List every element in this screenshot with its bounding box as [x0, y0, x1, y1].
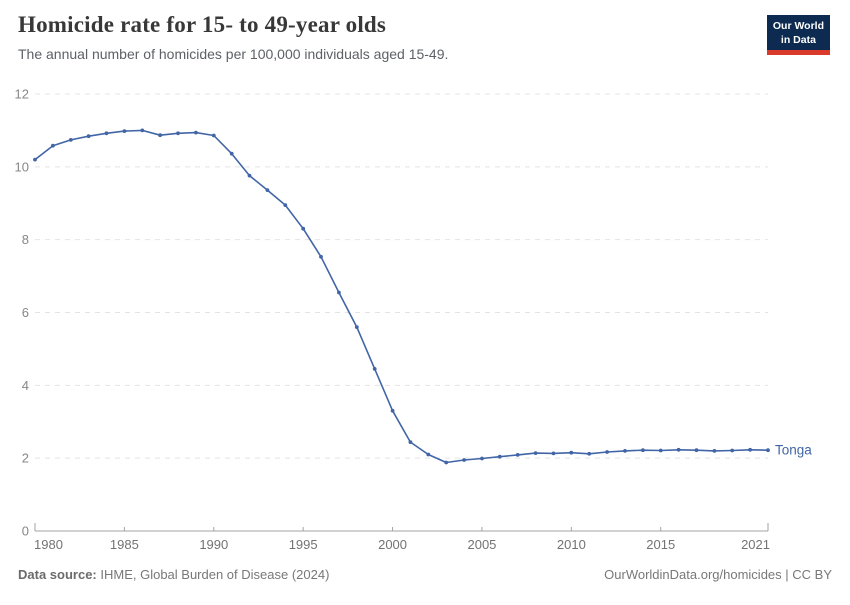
data-point-tonga-2002 — [426, 452, 431, 457]
data-point-tonga-2013 — [623, 449, 627, 453]
data-point-tonga-2005 — [480, 456, 484, 461]
data-point-tonga-2001 — [408, 440, 413, 444]
data-source-note: Data source: IHME, Global Burden of Dise… — [18, 567, 329, 582]
data-point-tonga-1985 — [122, 129, 127, 134]
x-axis-label-2005: 2005 — [467, 537, 496, 552]
x-axis-label-2010: 2010 — [557, 537, 586, 552]
data-point-tonga-2021 — [766, 448, 770, 453]
data-point-tonga-1996 — [319, 254, 323, 259]
data-point-tonga-1990 — [211, 133, 216, 138]
data-point-tonga-2004 — [462, 458, 466, 462]
chart-subtitle: The annual number of homicides per 100,0… — [18, 46, 449, 62]
y-axis-label-2: 2 — [22, 451, 29, 466]
chart-footer: Data source: IHME, Global Burden of Dise… — [18, 567, 832, 582]
data-point-tonga-1989 — [194, 130, 198, 135]
data-point-tonga-1980 — [33, 157, 37, 162]
data-point-tonga-2009 — [551, 451, 556, 456]
data-point-tonga-2006 — [497, 454, 502, 459]
data-point-tonga-2003 — [444, 460, 449, 465]
data-point-tonga-2010 — [569, 450, 574, 455]
data-point-tonga-1988 — [176, 131, 180, 136]
owid-link[interactable]: OurWorldinData.org/homicides | CC BY — [604, 567, 832, 582]
data-point-tonga-1997 — [337, 290, 341, 295]
data-point-tonga-1982 — [68, 138, 73, 142]
data-point-tonga-2015 — [658, 448, 663, 453]
series-label-tonga[interactable]: Tonga — [775, 443, 812, 458]
data-source-label: Data source: — [18, 567, 97, 582]
data-point-tonga-1992 — [247, 173, 252, 178]
data-point-tonga-1999 — [372, 367, 377, 371]
data-point-tonga-2008 — [533, 451, 538, 455]
data-point-tonga-2016 — [676, 447, 681, 452]
owid-logo-line1: Our World — [772, 20, 824, 32]
data-point-tonga-2020 — [748, 447, 752, 452]
data-point-tonga-2018 — [712, 449, 717, 453]
data-point-tonga-1984 — [104, 131, 109, 136]
data-point-tonga-2007 — [515, 453, 520, 457]
data-point-tonga-1987 — [158, 133, 163, 138]
data-point-tonga-1986 — [140, 128, 145, 133]
data-point-tonga-1995 — [301, 226, 306, 231]
y-axis-label-6: 6 — [22, 305, 29, 320]
x-axis-label-1995: 1995 — [289, 537, 318, 552]
chart-header: Homicide rate for 15- to 49-year olds Th… — [18, 12, 758, 62]
owid-logo-line2: in Data — [780, 33, 816, 46]
data-point-tonga-1994 — [283, 203, 288, 208]
page-title: Homicide rate for 15- to 49-year olds — [18, 12, 387, 37]
y-axis-label-0: 0 — [22, 524, 29, 539]
data-source-text: IHME, Global Burden of Disease (2024) — [96, 567, 330, 582]
data-point-tonga-1993 — [265, 188, 270, 193]
data-point-tonga-1998 — [354, 325, 359, 329]
series-line-tonga — [34, 129, 769, 464]
x-axis-label-1990: 1990 — [199, 537, 228, 552]
data-point-tonga-2019 — [730, 448, 735, 453]
owid-logo[interactable]: Our World in Data — [766, 15, 830, 56]
data-point-tonga-2011 — [587, 451, 592, 456]
data-point-tonga-2000 — [390, 408, 395, 413]
y-axis-label-12: 12 — [15, 87, 29, 102]
data-point-tonga-1983 — [86, 134, 91, 139]
data-point-tonga-2017 — [694, 448, 699, 453]
data-point-tonga-1981 — [51, 143, 55, 148]
x-axis-label-2015: 2015 — [646, 537, 675, 552]
owid-link-text[interactable]: OurWorldinData.org/homicides | CC BY — [604, 567, 832, 582]
x-axis-label-1985: 1985 — [110, 537, 139, 552]
data-point-tonga-2014 — [641, 448, 645, 453]
y-axis-label-4: 4 — [22, 378, 29, 393]
x-axis-label-2000: 2000 — [378, 537, 407, 552]
y-axis-label-8: 8 — [22, 232, 29, 247]
data-point-tonga-2012 — [605, 450, 609, 454]
data-point-tonga-1991 — [229, 151, 234, 156]
y-axis-label-10: 10 — [15, 159, 29, 174]
x-axis-label-2021: 2021 — [741, 537, 770, 552]
x-axis-label-1980: 1980 — [34, 537, 63, 552]
